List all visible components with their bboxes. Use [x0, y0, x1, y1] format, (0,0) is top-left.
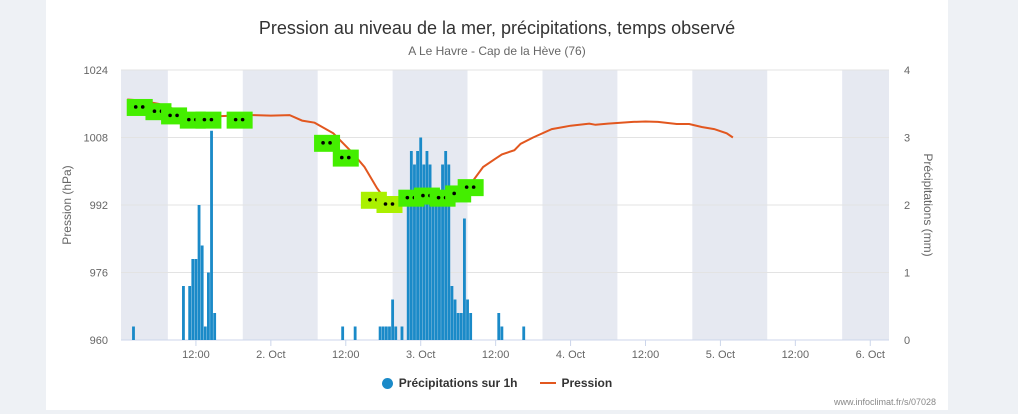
precip-bar — [353, 326, 357, 340]
precip-bar — [394, 326, 398, 340]
precip-bar — [194, 259, 198, 340]
legend-pressure-label: Pression — [561, 376, 613, 390]
y-right-tick: 0 — [904, 335, 910, 347]
precip-bar — [406, 205, 410, 340]
weather-icon — [195, 111, 222, 129]
precip-bar — [459, 313, 463, 340]
legend-precip-label: Précipitations sur 1h — [398, 376, 518, 390]
precip-bar — [132, 326, 135, 340]
y-left-tick: 1008 — [84, 133, 108, 145]
precip-bar — [431, 205, 435, 340]
weather-icon — [376, 196, 403, 213]
x-tick-label: 5. Oct — [706, 349, 735, 361]
precip-bar — [466, 299, 469, 340]
y-left-tick: 1024 — [84, 65, 108, 77]
precip-bar — [456, 313, 460, 340]
x-tick-label: 12:00 — [332, 349, 360, 361]
y-left-tick: 960 — [90, 335, 108, 347]
precip-bar — [182, 286, 185, 340]
y-right-axis-title: Précipitations (mm) — [921, 153, 935, 256]
precip-bar — [341, 326, 345, 340]
precip-bar — [197, 205, 201, 340]
weather-icon — [314, 134, 341, 152]
precip-bar — [213, 313, 217, 340]
y-right-tick: 3 — [904, 133, 910, 145]
precip-bar — [463, 218, 466, 340]
precip-bar — [447, 164, 451, 340]
y-left-tick: 992 — [90, 200, 108, 212]
precip-bar — [428, 164, 432, 340]
precip-bar — [434, 191, 438, 340]
x-tick-label: 12:00 — [632, 349, 660, 361]
precip-bar — [497, 313, 501, 340]
precip-bar — [378, 326, 382, 340]
precip-bar — [450, 286, 454, 340]
legend-item-precip[interactable]: Précipitations sur 1h — [381, 376, 518, 390]
precip-bar — [416, 151, 419, 340]
y-left-axis-title: Pression (hPa) — [60, 165, 74, 244]
precip-bar — [469, 313, 473, 340]
x-tick-label: 12:00 — [782, 349, 810, 361]
precip-bar — [500, 326, 504, 340]
precip-bar — [409, 151, 413, 340]
chart-title: Pression au niveau de la mer, précipitat… — [258, 18, 736, 38]
precip-bar — [391, 299, 395, 340]
y-right-tick: 1 — [904, 268, 910, 280]
precip-bar — [441, 164, 444, 340]
legend-precip-marker — [381, 377, 393, 389]
x-tick-label: 12:00 — [482, 349, 510, 361]
x-tick-label: 4. Oct — [556, 349, 585, 361]
weather-icon — [457, 179, 484, 197]
card-top-strip — [46, 0, 948, 8]
x-tick-label: 2. Oct — [256, 349, 285, 361]
x-tick-label: 12:00 — [182, 349, 210, 361]
precip-bar — [425, 151, 429, 340]
x-tick-label: 6. Oct — [856, 349, 885, 361]
precip-bar — [388, 326, 391, 340]
precip-bar — [438, 205, 441, 340]
y-left-tick: 976 — [90, 268, 108, 280]
legend-pressure-marker — [539, 382, 556, 384]
precip-bar — [188, 286, 192, 340]
legend-item-pressure[interactable]: Pression — [539, 376, 613, 390]
precip-bar — [400, 326, 404, 340]
precip-bar — [384, 326, 388, 340]
weather-icon — [332, 149, 359, 167]
precip-bar — [413, 164, 416, 340]
precip-bar — [191, 259, 195, 340]
precip-bar — [444, 151, 448, 340]
y-right-tick: 2 — [904, 200, 910, 212]
credit-link[interactable]: www.infoclimat.fr/s/07028 — [834, 397, 937, 407]
precip-bar — [210, 130, 213, 340]
precip-bar — [422, 164, 426, 340]
y-right-tick: 4 — [904, 65, 910, 77]
precip-bar — [522, 326, 526, 340]
precip-bar — [203, 326, 207, 340]
precip-bar — [419, 137, 423, 340]
precip-bar — [381, 326, 385, 340]
precip-bar — [200, 245, 204, 340]
x-tick-label: 3. Oct — [406, 349, 435, 361]
legend: Précipitations sur 1h Pression — [0, 376, 994, 390]
precip-bar — [207, 272, 210, 340]
chart-subtitle: A Le Havre - Cap de la Hève (76) — [408, 44, 586, 58]
weather-icon — [226, 111, 253, 129]
precip-bar — [453, 299, 457, 340]
